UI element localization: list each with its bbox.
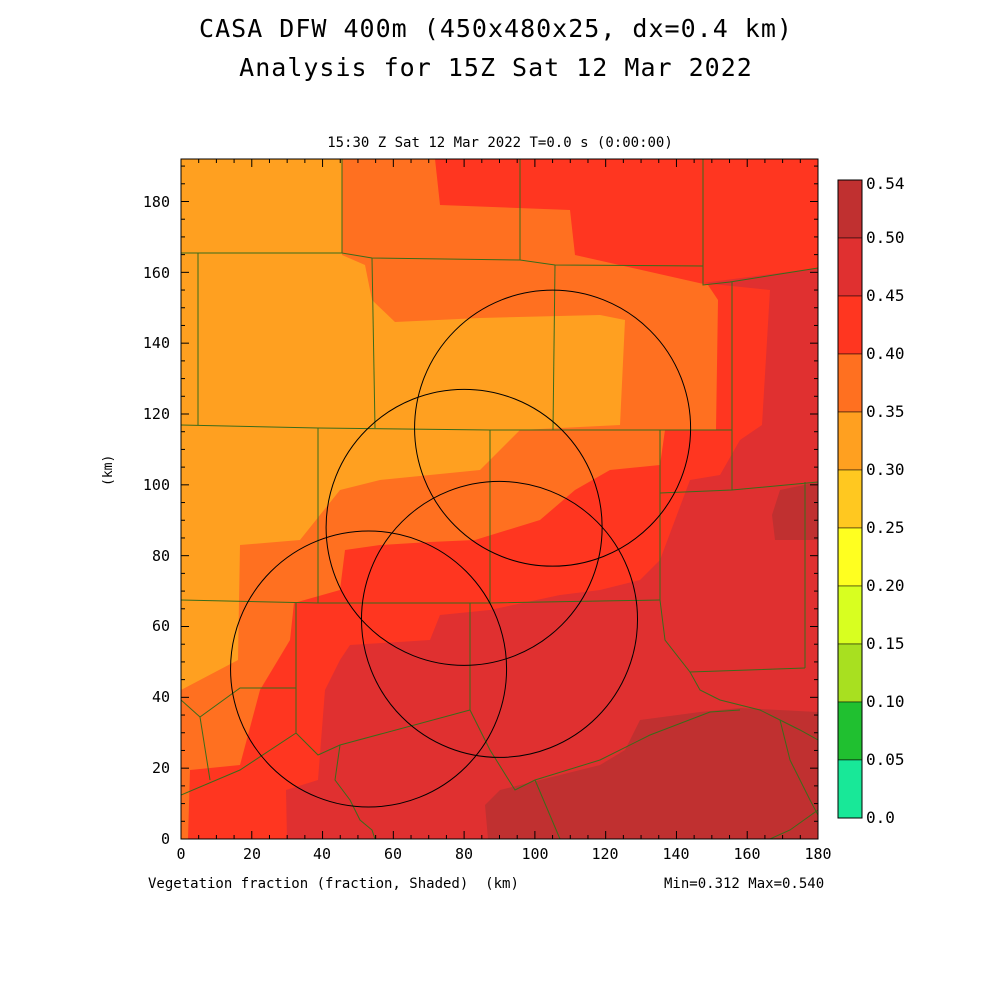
fill-region-045 (286, 268, 818, 839)
colorbar-swatch (837, 237, 863, 297)
colorbar-swatch (837, 527, 863, 587)
x-tick-label: 120 (591, 845, 619, 863)
x-tick-label: 100 (521, 845, 549, 863)
y-tick-label: 0 (160, 830, 170, 848)
field-label: Vegetation fraction (fraction, Shaded) (148, 876, 469, 892)
colorbar-label: 0.20 (866, 576, 905, 595)
colorbar-label: 0.25 (866, 518, 905, 537)
vegetation-field (181, 159, 818, 839)
field-description: Vegetation fraction (fraction, Shaded) (… (148, 876, 519, 892)
x-tick-label: 60 (383, 845, 403, 863)
radar-range-ring (414, 289, 692, 567)
colorbar-swatch (837, 179, 863, 239)
colorbar (837, 179, 863, 819)
radar-range-rings (230, 289, 692, 808)
colorbar-swatch (837, 585, 863, 645)
y-tick-label: 140 (142, 334, 170, 352)
colorbar-swatch (837, 469, 863, 529)
x-tick-label: 140 (662, 845, 690, 863)
map-title: CASA DFW 400m (450x480x25, dx=0.4 km) (199, 14, 793, 43)
y-tick-label: 180 (142, 193, 170, 211)
x-tick-label: 40 (312, 845, 332, 863)
y-tick-label: 100 (142, 476, 170, 494)
colorbar-swatch (837, 701, 863, 761)
colorbar-label: 0.10 (866, 692, 905, 711)
county-boundaries (181, 159, 818, 839)
y-tick-label: 40 (151, 688, 170, 706)
y-tick-label: 120 (142, 405, 170, 423)
colorbar-swatch (837, 353, 863, 413)
colorbar-swatch (837, 643, 863, 703)
fill-region-050 (485, 708, 818, 839)
colorbar-swatch (837, 411, 863, 471)
y-tick-label: 160 (142, 264, 170, 282)
colorbar-label: 0.30 (866, 460, 905, 479)
x-tick-label: 180 (804, 845, 832, 863)
colorbar-label: 0.54 (866, 174, 905, 193)
colorbar-swatch (837, 759, 863, 819)
colorbar-label: 0.15 (866, 634, 905, 653)
y-tick-label: 60 (151, 617, 170, 635)
radar-range-ring (360, 480, 639, 758)
x-tick-label: 0 (176, 845, 186, 863)
colorbar-frame (837, 179, 863, 819)
y-tick-label: 80 (151, 547, 170, 565)
x-axis-label: (km) (485, 876, 519, 892)
valid-time-label: 15:30 Z Sat 12 Mar 2022 T=0.0 s (0:00:00… (327, 135, 673, 151)
x-tick-label: 80 (454, 845, 474, 863)
colorbar-label: 0.0 (866, 808, 895, 827)
colorbar-swatch (837, 295, 863, 355)
fill-region-050-east (772, 482, 818, 540)
y-axis-label: (km) (101, 454, 116, 486)
colorbar-label: 0.40 (866, 344, 905, 363)
axis-ticks (180, 159, 819, 840)
colorbar-label: 0.45 (866, 286, 905, 305)
x-tick-label: 20 (242, 845, 262, 863)
radar-range-ring (230, 530, 508, 808)
colorbar-label: 0.50 (866, 228, 905, 247)
map-analysis-time: Analysis for 15Z Sat 12 Mar 2022 (239, 53, 753, 82)
y-tick-label: 20 (151, 759, 170, 777)
colorbar-label: 0.05 (866, 750, 905, 769)
x-tick-label: 160 (733, 845, 761, 863)
min-max-readout: Min=0.312 Max=0.540 (664, 876, 825, 892)
colorbar-label: 0.35 (866, 402, 905, 421)
